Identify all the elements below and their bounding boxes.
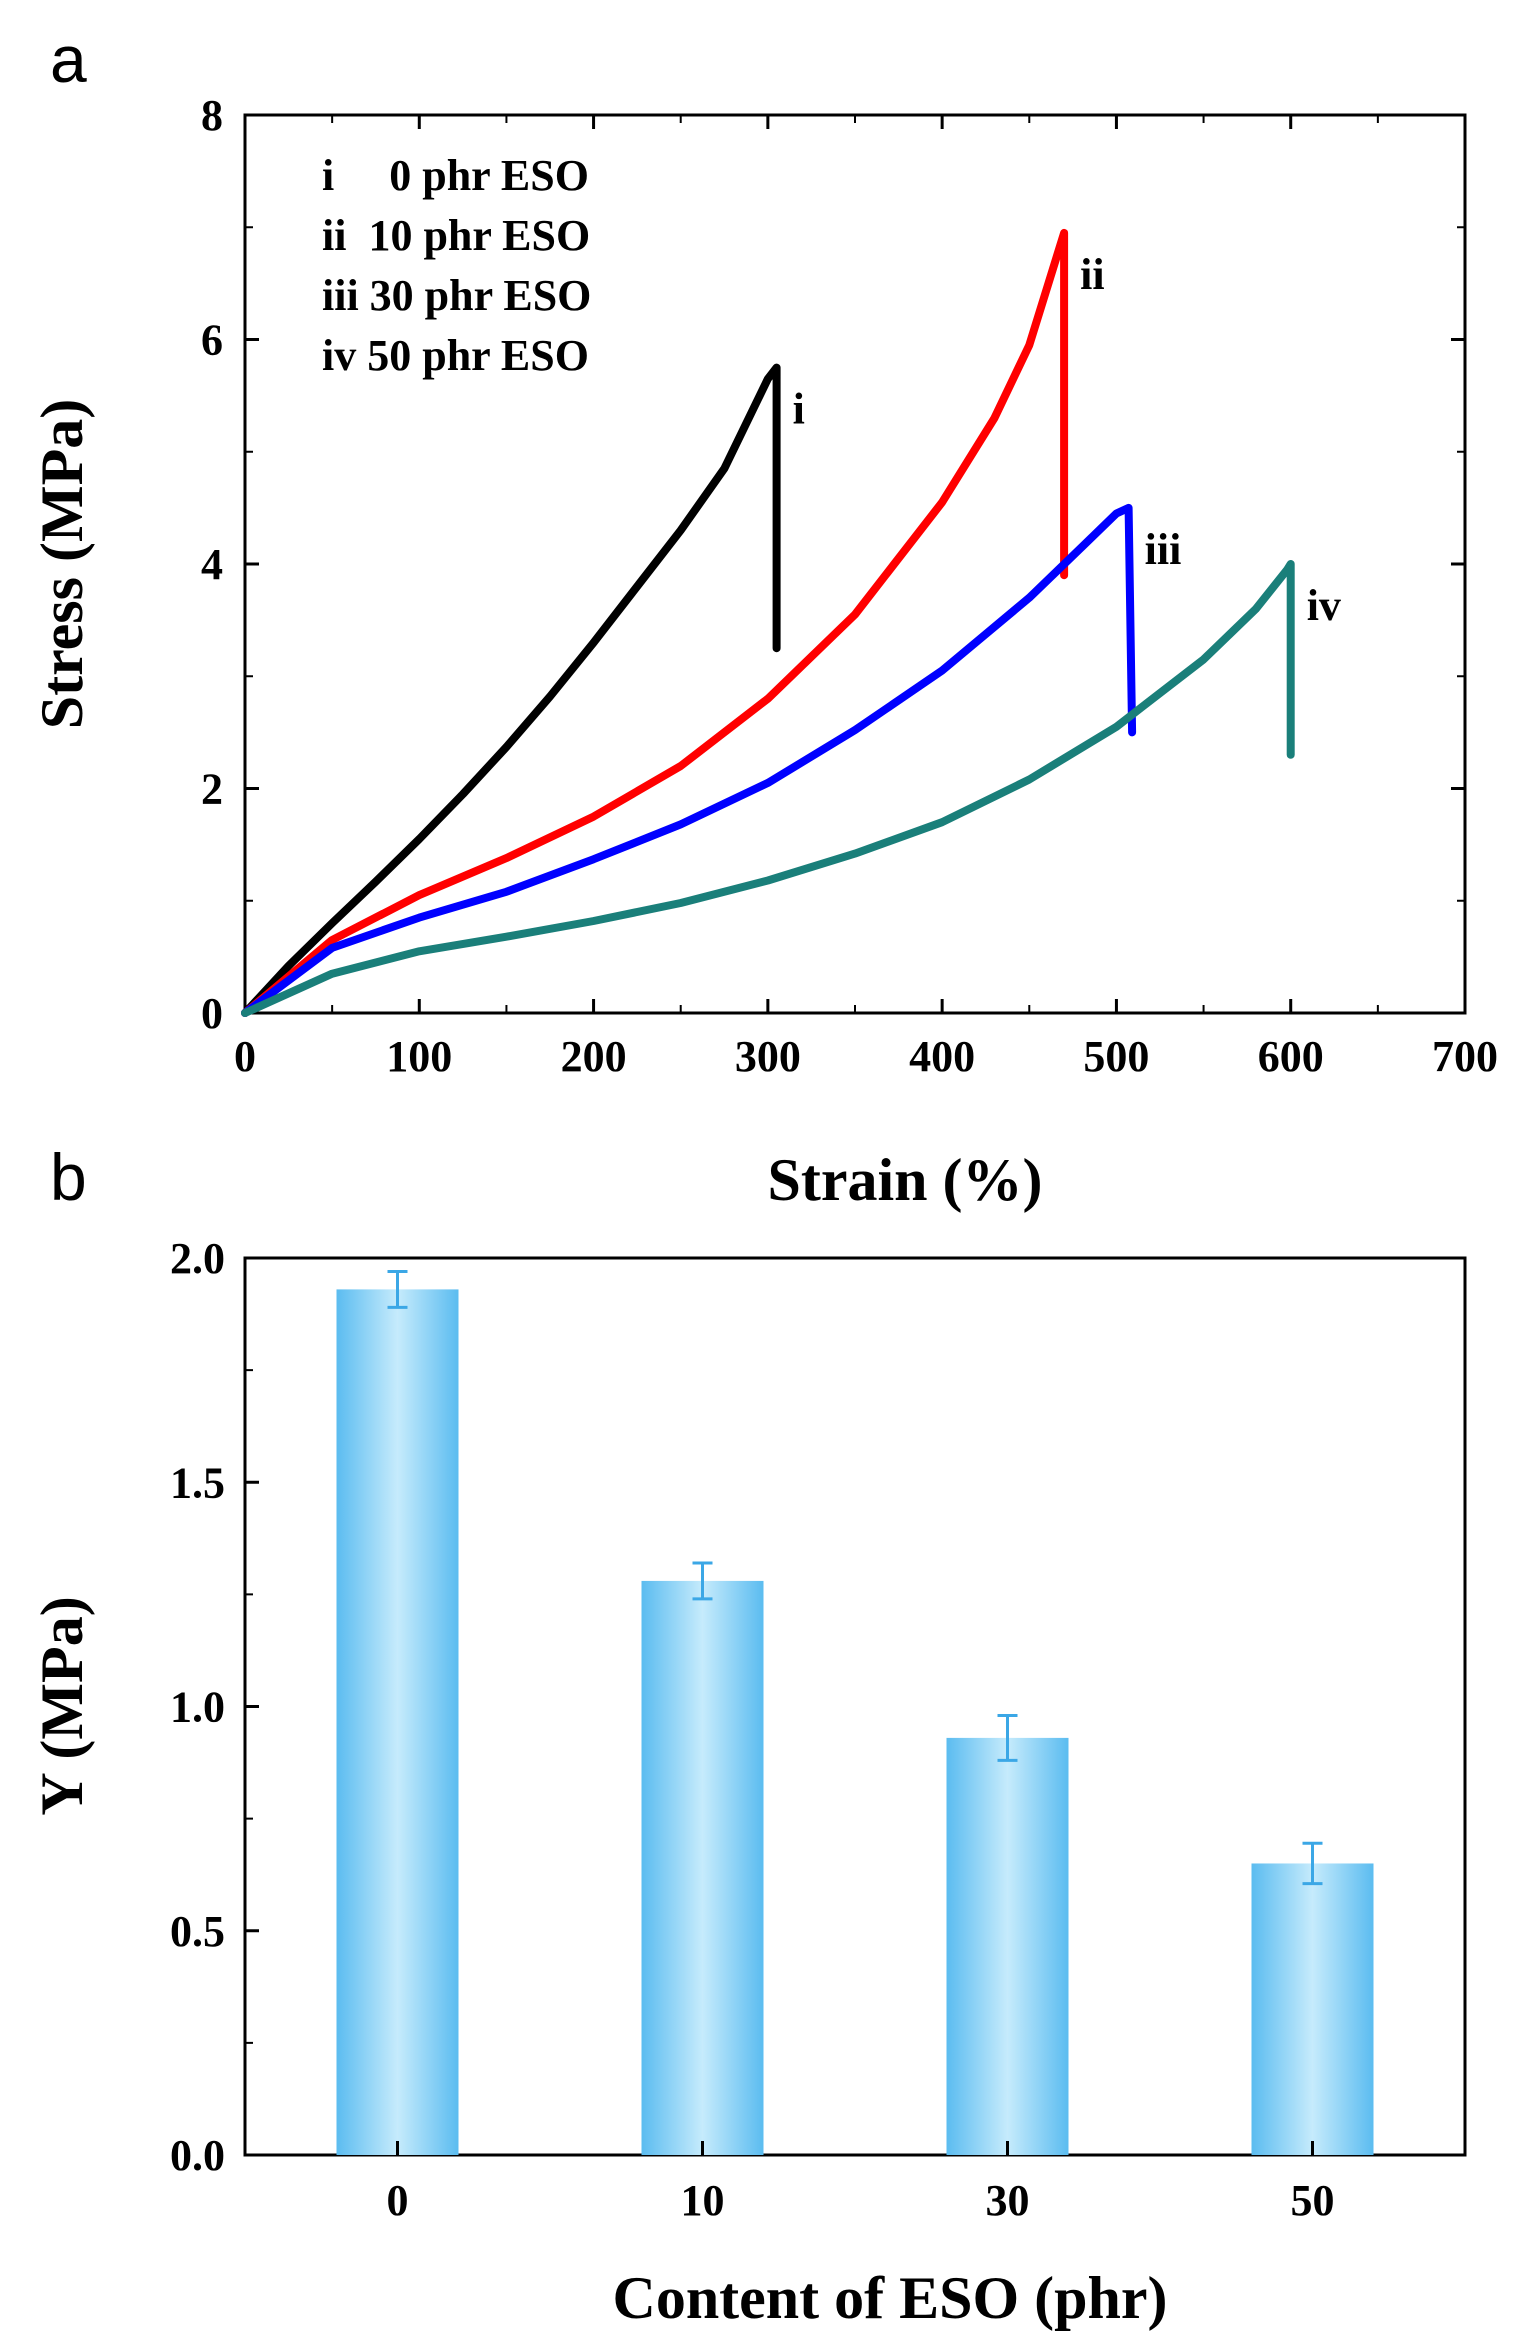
x-tick-label-b: 50 — [1291, 2176, 1335, 2225]
x-tick-label-b: 10 — [681, 2176, 725, 2225]
curve-label-iv: iv — [1307, 581, 1341, 630]
y-tick-label-a: 8 — [201, 91, 223, 140]
x-tick-label-a: 600 — [1258, 1032, 1324, 1081]
y-tick-label-b: 2.0 — [170, 1234, 225, 1283]
legend-entry-i: i 0 phr ESO — [322, 151, 589, 200]
y-tick-label-a: 2 — [201, 765, 223, 814]
bar-50 — [1251, 1863, 1374, 2155]
curve-label-ii: ii — [1080, 250, 1104, 299]
bar-10 — [641, 1580, 764, 2155]
x-tick-label-b: 0 — [387, 2176, 409, 2225]
bar-30 — [946, 1737, 1069, 2155]
axis-ticks-a: 0 100 200 300 400 500 600 700 0 2 4 6 8 — [201, 91, 1498, 1081]
panel-label-a: a — [50, 22, 87, 96]
y-tick-label-a: 6 — [201, 316, 223, 365]
modulus-bar-chart: 0 10 30 50 0.0 0.5 1.0 1.5 2.0 Content of ESO (p… — [29, 1234, 1467, 2331]
y-tick-label-b: 0.0 — [170, 2131, 225, 2180]
y-tick-label-a: 4 — [201, 540, 223, 589]
x-tick-label-b: 30 — [986, 2176, 1030, 2225]
legend-a: i 0 phr ESO ii 10 phr ESO iii 30 phr ESO… — [322, 151, 591, 380]
series-line-ii — [241, 228, 1069, 1017]
panel-label-b: b — [50, 1140, 87, 1214]
legend-entry-ii: ii 10 phr ESO — [322, 211, 590, 260]
curve-label-i: i — [793, 385, 805, 434]
x-tick-label-a: 400 — [909, 1032, 975, 1081]
x-tick-label-a: 300 — [735, 1032, 801, 1081]
bars-b — [336, 1269, 1374, 2155]
legend-entry-iii: iii 30 phr ESO — [322, 271, 591, 320]
y-tick-label-b: 1.0 — [170, 1683, 225, 1732]
x-tick-label-a: 100 — [386, 1032, 452, 1081]
y-axis-title-b: Y (MPa) — [29, 1596, 95, 1815]
y-axis-title-a: Stress (MPa) — [29, 399, 95, 729]
x-axis-title-a: Strain (%) — [768, 1147, 1043, 1213]
x-tick-label-a: 700 — [1432, 1032, 1498, 1081]
y-tick-label-b: 0.5 — [170, 1907, 225, 1956]
series-line-iii — [241, 503, 1137, 1017]
x-axis-title-b: Content of ESO (phr) — [612, 2265, 1167, 2331]
curve-label-iii: iii — [1145, 525, 1182, 574]
bar-0 — [336, 1289, 459, 2155]
axis-ticks-b: 0 10 30 50 0.0 0.5 1.0 1.5 2.0 — [170, 1234, 1335, 2225]
series-line-iv — [241, 560, 1295, 1017]
series-line-i — [241, 363, 781, 1017]
y-tick-label-a: 0 — [201, 989, 223, 1038]
x-tick-label-a: 200 — [561, 1032, 627, 1081]
legend-entry-iv: iv 50 phr ESO — [322, 331, 589, 380]
y-tick-label-b: 1.5 — [170, 1458, 225, 1507]
x-tick-label-a: 0 — [234, 1032, 256, 1081]
x-tick-label-a: 500 — [1083, 1032, 1149, 1081]
